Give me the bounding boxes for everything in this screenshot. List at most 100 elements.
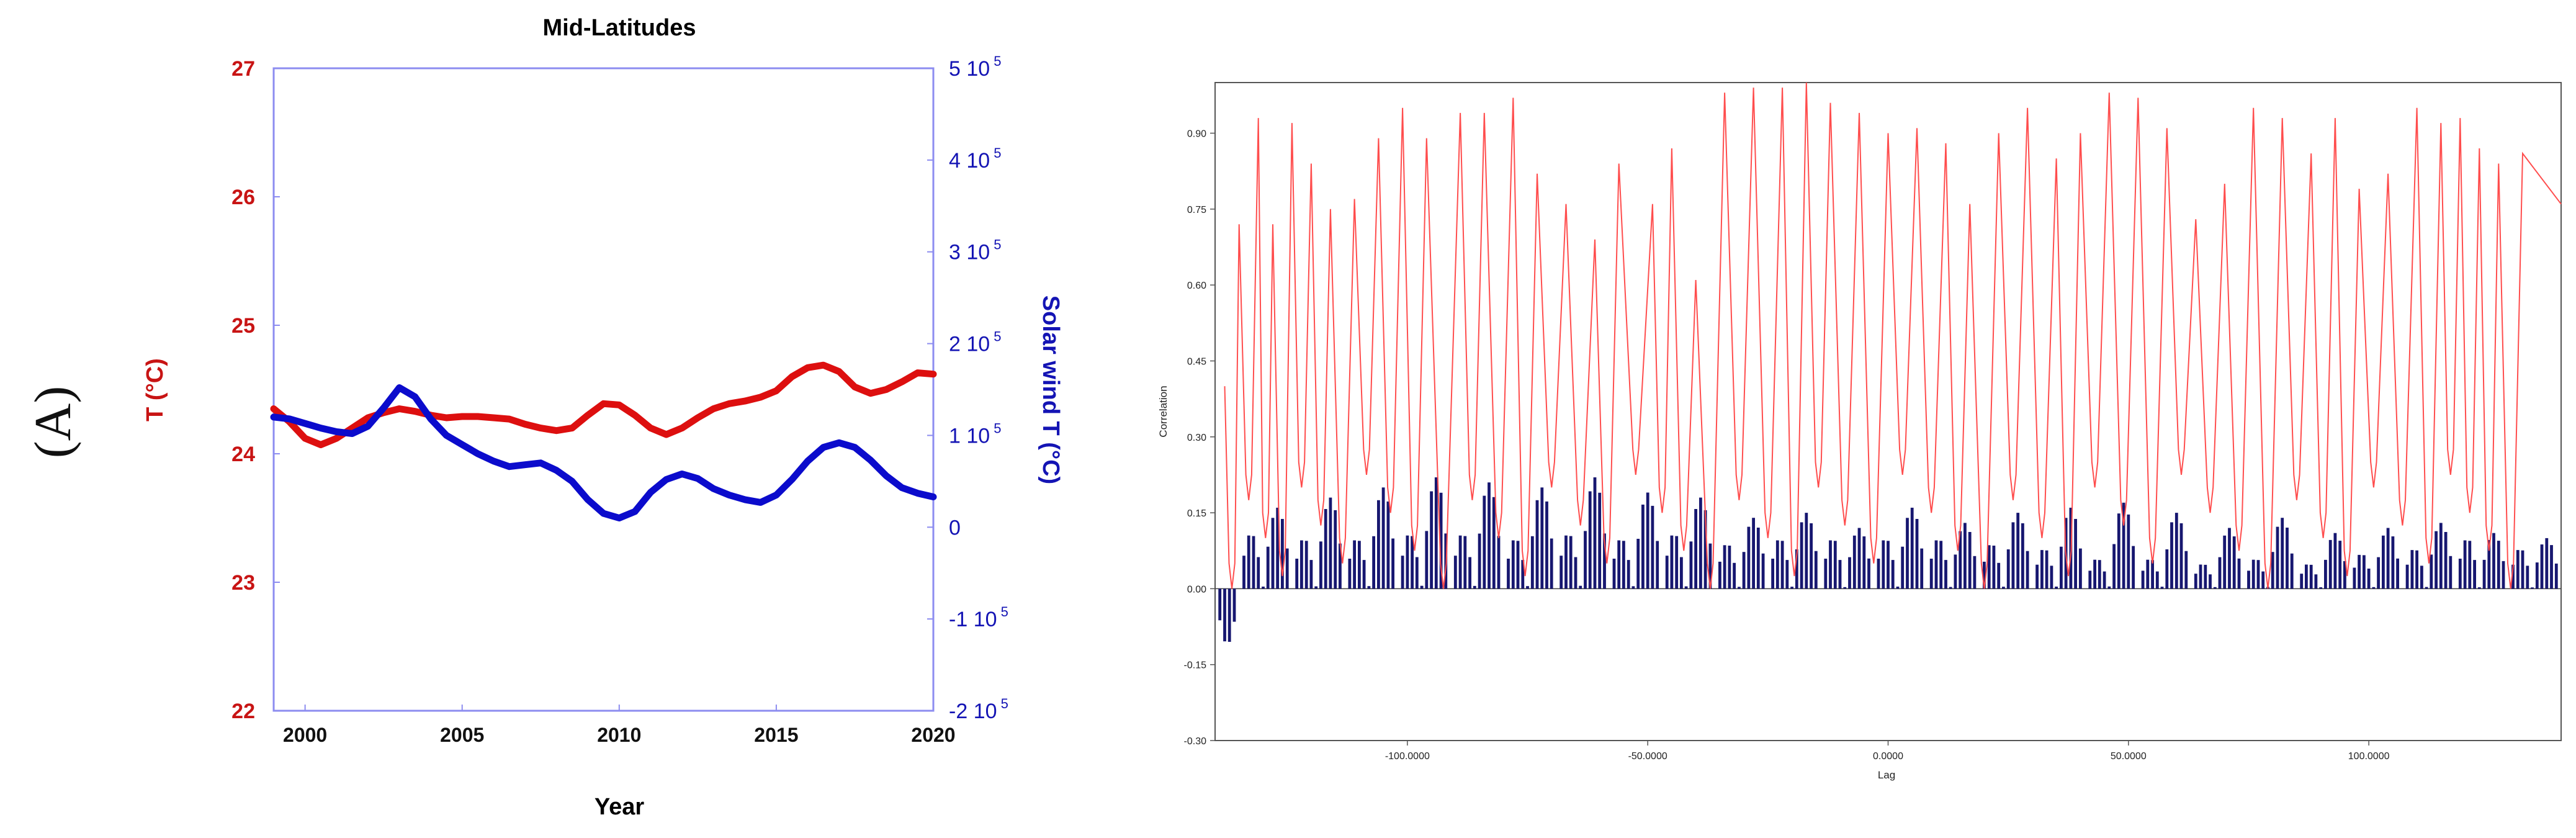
correlation-bar	[1242, 556, 1245, 589]
right-y-tick-exponent: 5	[990, 237, 1001, 253]
correlation-bar	[1285, 548, 1289, 589]
correlation-bar	[1401, 556, 1404, 589]
correlation-bar	[2391, 536, 2395, 589]
correlation-bar	[1742, 552, 1746, 589]
left-plot-frame	[272, 67, 935, 712]
correlation-bar	[1665, 556, 1669, 589]
correlation-bar	[1588, 491, 1592, 589]
right-y-tick-label: 0.60	[1187, 281, 1206, 291]
correlation-bar	[2045, 550, 2049, 589]
correlation-bar	[1857, 528, 1861, 589]
correlation-bar	[1458, 535, 1462, 589]
solar-wind-series-line	[270, 384, 937, 521]
correlation-bar	[1252, 536, 1255, 589]
correlation-bar	[1247, 535, 1250, 589]
left-chart-series	[270, 361, 937, 521]
correlation-bar	[2425, 587, 2428, 589]
correlation-bar	[1949, 587, 1952, 589]
correlation-bar	[2204, 564, 2207, 589]
correlation-bar	[2232, 536, 2236, 589]
correlation-bar	[1406, 535, 1409, 589]
correlation-bar	[2035, 564, 2039, 589]
correlation-bar	[1906, 518, 1909, 589]
right-x-tick-label: 50.0000	[2111, 751, 2147, 762]
correlation-bar	[2531, 587, 2534, 589]
correlation-bar	[1319, 541, 1322, 589]
correlation-bar	[1276, 507, 1280, 589]
left-y-tick-label: 26	[231, 186, 255, 209]
left-x-axis-label: Year	[595, 794, 645, 820]
correlation-bar	[1852, 535, 1856, 589]
correlation-bar	[1838, 560, 1842, 589]
correlation-bar	[2314, 574, 2318, 589]
correlation-bar	[2006, 549, 2010, 589]
correlation-bar	[2338, 541, 2342, 589]
correlation-bar	[1367, 586, 1371, 589]
correlation-bar	[2372, 587, 2376, 589]
right-y-tick-label: -0.30	[1184, 736, 1207, 747]
right-y-tick-label: -2 10 5	[949, 696, 1008, 723]
correlation-bar	[1478, 533, 1481, 589]
correlation-bar	[1324, 509, 1327, 589]
correlation-bar	[1574, 557, 1577, 589]
correlation-bar	[1430, 491, 1433, 589]
correlation-bar	[2261, 571, 2265, 589]
correlation-bar	[2060, 546, 2063, 589]
correlation-bar	[1718, 561, 1721, 589]
correlation-bar	[2170, 522, 2173, 589]
correlation-bar	[1738, 587, 1741, 589]
left-chart-title: Mid-Latitudes	[543, 15, 696, 41]
correlation-bar	[1708, 543, 1712, 589]
correlation-bar	[2521, 550, 2524, 589]
correlation-bar	[1334, 510, 1337, 589]
correlation-bar	[1656, 541, 1659, 589]
right-y-tick-label: 3 10 5	[949, 237, 1002, 264]
correlation-bar	[2074, 519, 2077, 589]
correlation-bar	[1867, 558, 1870, 589]
correlation-bar	[1651, 505, 1654, 589]
correlation-bar	[1901, 546, 1905, 589]
correlation-bar	[2213, 587, 2217, 589]
correlation-bar	[2146, 559, 2150, 589]
correlation-bar	[1507, 559, 1510, 589]
right-y-tick-label: 1 10 5	[949, 420, 1002, 448]
correlation-bar	[1584, 531, 1587, 589]
correlation-bar	[1545, 501, 1548, 589]
right-x-tick-label: 100.0000	[2348, 751, 2390, 762]
correlation-bar	[2218, 557, 2222, 589]
correlation-bar	[2463, 540, 2467, 589]
correlation-bar	[1795, 549, 1798, 589]
correlation-bar	[2477, 587, 2481, 589]
correlation-bar	[1227, 588, 1231, 642]
correlation-bar	[1353, 540, 1356, 589]
right-x-tick-label: 0.0000	[1873, 751, 1903, 762]
correlation-bar	[2011, 522, 2015, 589]
correlation-bar	[2117, 513, 2120, 589]
correlation-bar	[1814, 551, 1818, 589]
correlation-bar	[2103, 571, 2106, 589]
correlation-bar	[1670, 535, 1674, 589]
correlation-bar	[1358, 541, 1361, 589]
temperature-series-line	[270, 361, 937, 448]
left-x-tick-label: 2015	[754, 724, 798, 746]
correlation-bar	[1896, 587, 1900, 589]
right-x-axis-label: Lag	[1878, 769, 1895, 781]
correlation-bar	[2088, 570, 2092, 589]
correlation-bar	[2199, 564, 2202, 589]
correlation-bar	[1420, 585, 1424, 589]
correlation-bar	[2435, 531, 2438, 589]
correlation-bar	[1733, 562, 1736, 589]
correlation-bar	[1761, 553, 1765, 589]
correlation-bar	[1218, 588, 1222, 621]
right-y-tick-label: 0.75	[1187, 205, 1206, 215]
correlation-bar	[2093, 559, 2096, 589]
left-y-axis-label: T (°C)	[142, 358, 168, 421]
correlation-bar	[2209, 574, 2212, 589]
right-chart: Lag Correlation -100.0000 -50.0000 0.0000 5…	[1157, 82, 2562, 781]
left-y-tick-label: 23	[231, 571, 255, 595]
correlation-bar	[1790, 587, 1793, 589]
correlation-bar	[1579, 585, 1582, 589]
correlation-bar	[1992, 546, 1996, 589]
correlation-bar	[1329, 497, 1332, 589]
correlation-bar	[2247, 570, 2250, 589]
